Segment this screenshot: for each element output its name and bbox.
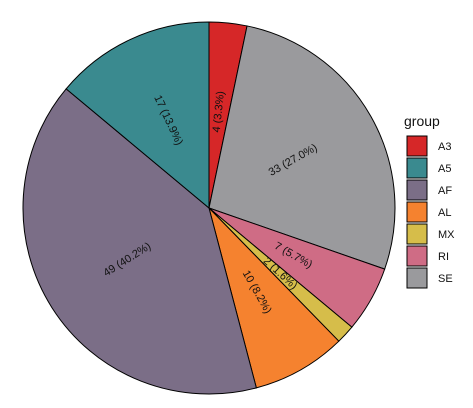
legend-swatch-se bbox=[406, 267, 428, 289]
legend-swatch-al bbox=[406, 201, 428, 223]
slice-label-a3: 4 (3.3%) bbox=[211, 90, 227, 133]
legend-label-se: SE bbox=[438, 273, 453, 285]
legend-label-af: AF bbox=[438, 185, 452, 197]
legend: group A3 A5 AF AL MX RI SE bbox=[404, 113, 455, 289]
legend-swatch-a3 bbox=[406, 135, 428, 157]
legend-label-a3: A3 bbox=[438, 141, 451, 153]
legend-item-a3: A3 bbox=[406, 135, 451, 157]
legend-title: group bbox=[404, 113, 440, 129]
legend-swatch-a5 bbox=[406, 157, 428, 179]
legend-swatch-ri bbox=[406, 245, 428, 267]
legend-item-mx: MX bbox=[406, 223, 455, 245]
slice-al bbox=[208, 206, 340, 389]
slice-af bbox=[22, 88, 257, 395]
legend-label-mx: MX bbox=[438, 229, 455, 241]
pie-slices bbox=[22, 21, 396, 395]
legend-item-a5: A5 bbox=[406, 157, 451, 179]
legend-label-al: AL bbox=[438, 207, 451, 219]
legend-item-se: SE bbox=[406, 267, 453, 289]
legend-swatch-af bbox=[406, 179, 428, 201]
legend-label-ri: RI bbox=[438, 251, 449, 263]
legend-swatch-mx bbox=[406, 223, 428, 245]
legend-item-af: AF bbox=[406, 179, 452, 201]
legend-item-ri: RI bbox=[406, 245, 449, 267]
legend-items: A3 A5 AF AL MX RI SE bbox=[406, 135, 455, 289]
legend-item-al: AL bbox=[406, 201, 451, 223]
slice-a5 bbox=[65, 21, 210, 210]
slice-se bbox=[208, 25, 396, 270]
legend-label-a5: A5 bbox=[438, 163, 451, 175]
